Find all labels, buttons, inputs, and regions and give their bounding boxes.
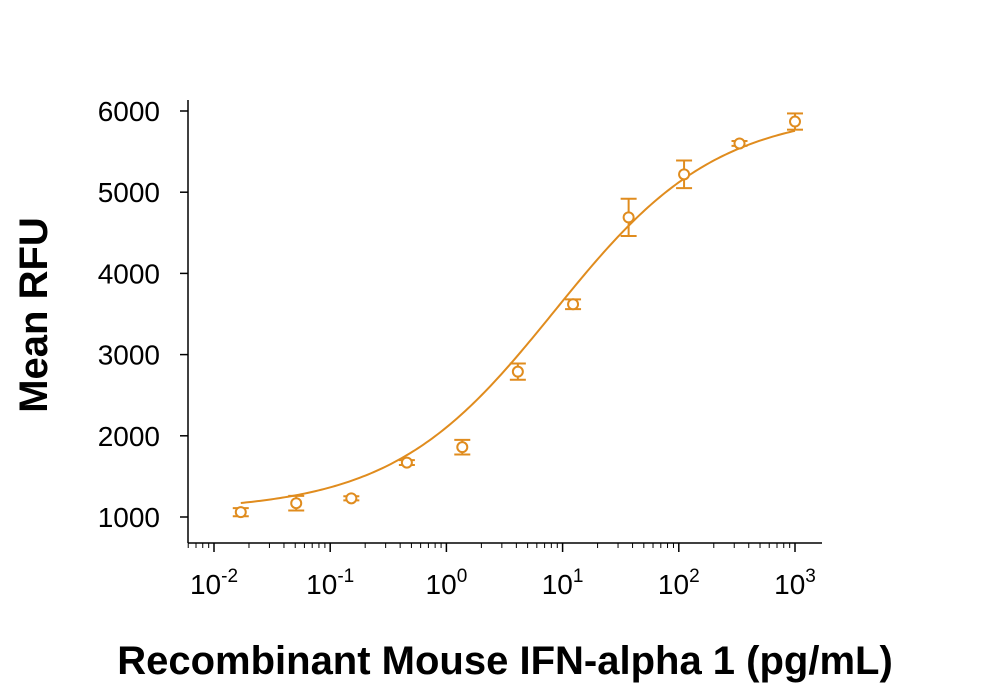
data-point [290, 497, 303, 510]
data-point [622, 211, 635, 224]
x-tick-label: 100 [426, 566, 468, 600]
x-axis-title: Recombinant Mouse IFN-alpha 1 (pg/mL) [117, 639, 893, 683]
x-tick-label: 101 [542, 566, 584, 600]
data-point [456, 441, 469, 454]
x-tick-label: 103 [774, 566, 816, 600]
data-point [678, 168, 691, 181]
x-tick-label: 10-1 [306, 566, 354, 600]
x-tick-label: 10-2 [190, 566, 238, 600]
data-point [234, 506, 247, 519]
data-point [511, 365, 524, 378]
y-tick-label: 6000 [98, 96, 160, 127]
data-point [789, 115, 801, 128]
y-tick-label: 1000 [98, 502, 160, 533]
y-axis-title: Mean RFU [12, 217, 56, 413]
y-tick-label: 5000 [98, 177, 160, 208]
data-point [567, 298, 580, 311]
fit-curve [240, 129, 796, 504]
ticks: 1000 2000 3000 4000 5000 6000 10-2 10-1 100 101 10… [98, 96, 816, 600]
axes [187, 100, 822, 544]
x-tick-label: 102 [658, 566, 700, 600]
data-point [345, 492, 358, 505]
y-tick-label: 4000 [98, 258, 160, 289]
data-point [400, 456, 413, 469]
data-points [232, 112, 803, 519]
data-point [733, 137, 746, 150]
y-tick-label: 2000 [98, 421, 160, 452]
y-tick-label: 3000 [98, 340, 160, 371]
